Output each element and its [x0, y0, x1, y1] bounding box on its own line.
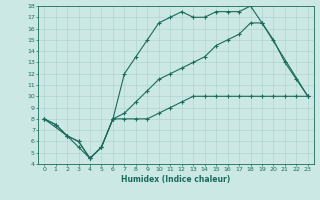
X-axis label: Humidex (Indice chaleur): Humidex (Indice chaleur)	[121, 175, 231, 184]
